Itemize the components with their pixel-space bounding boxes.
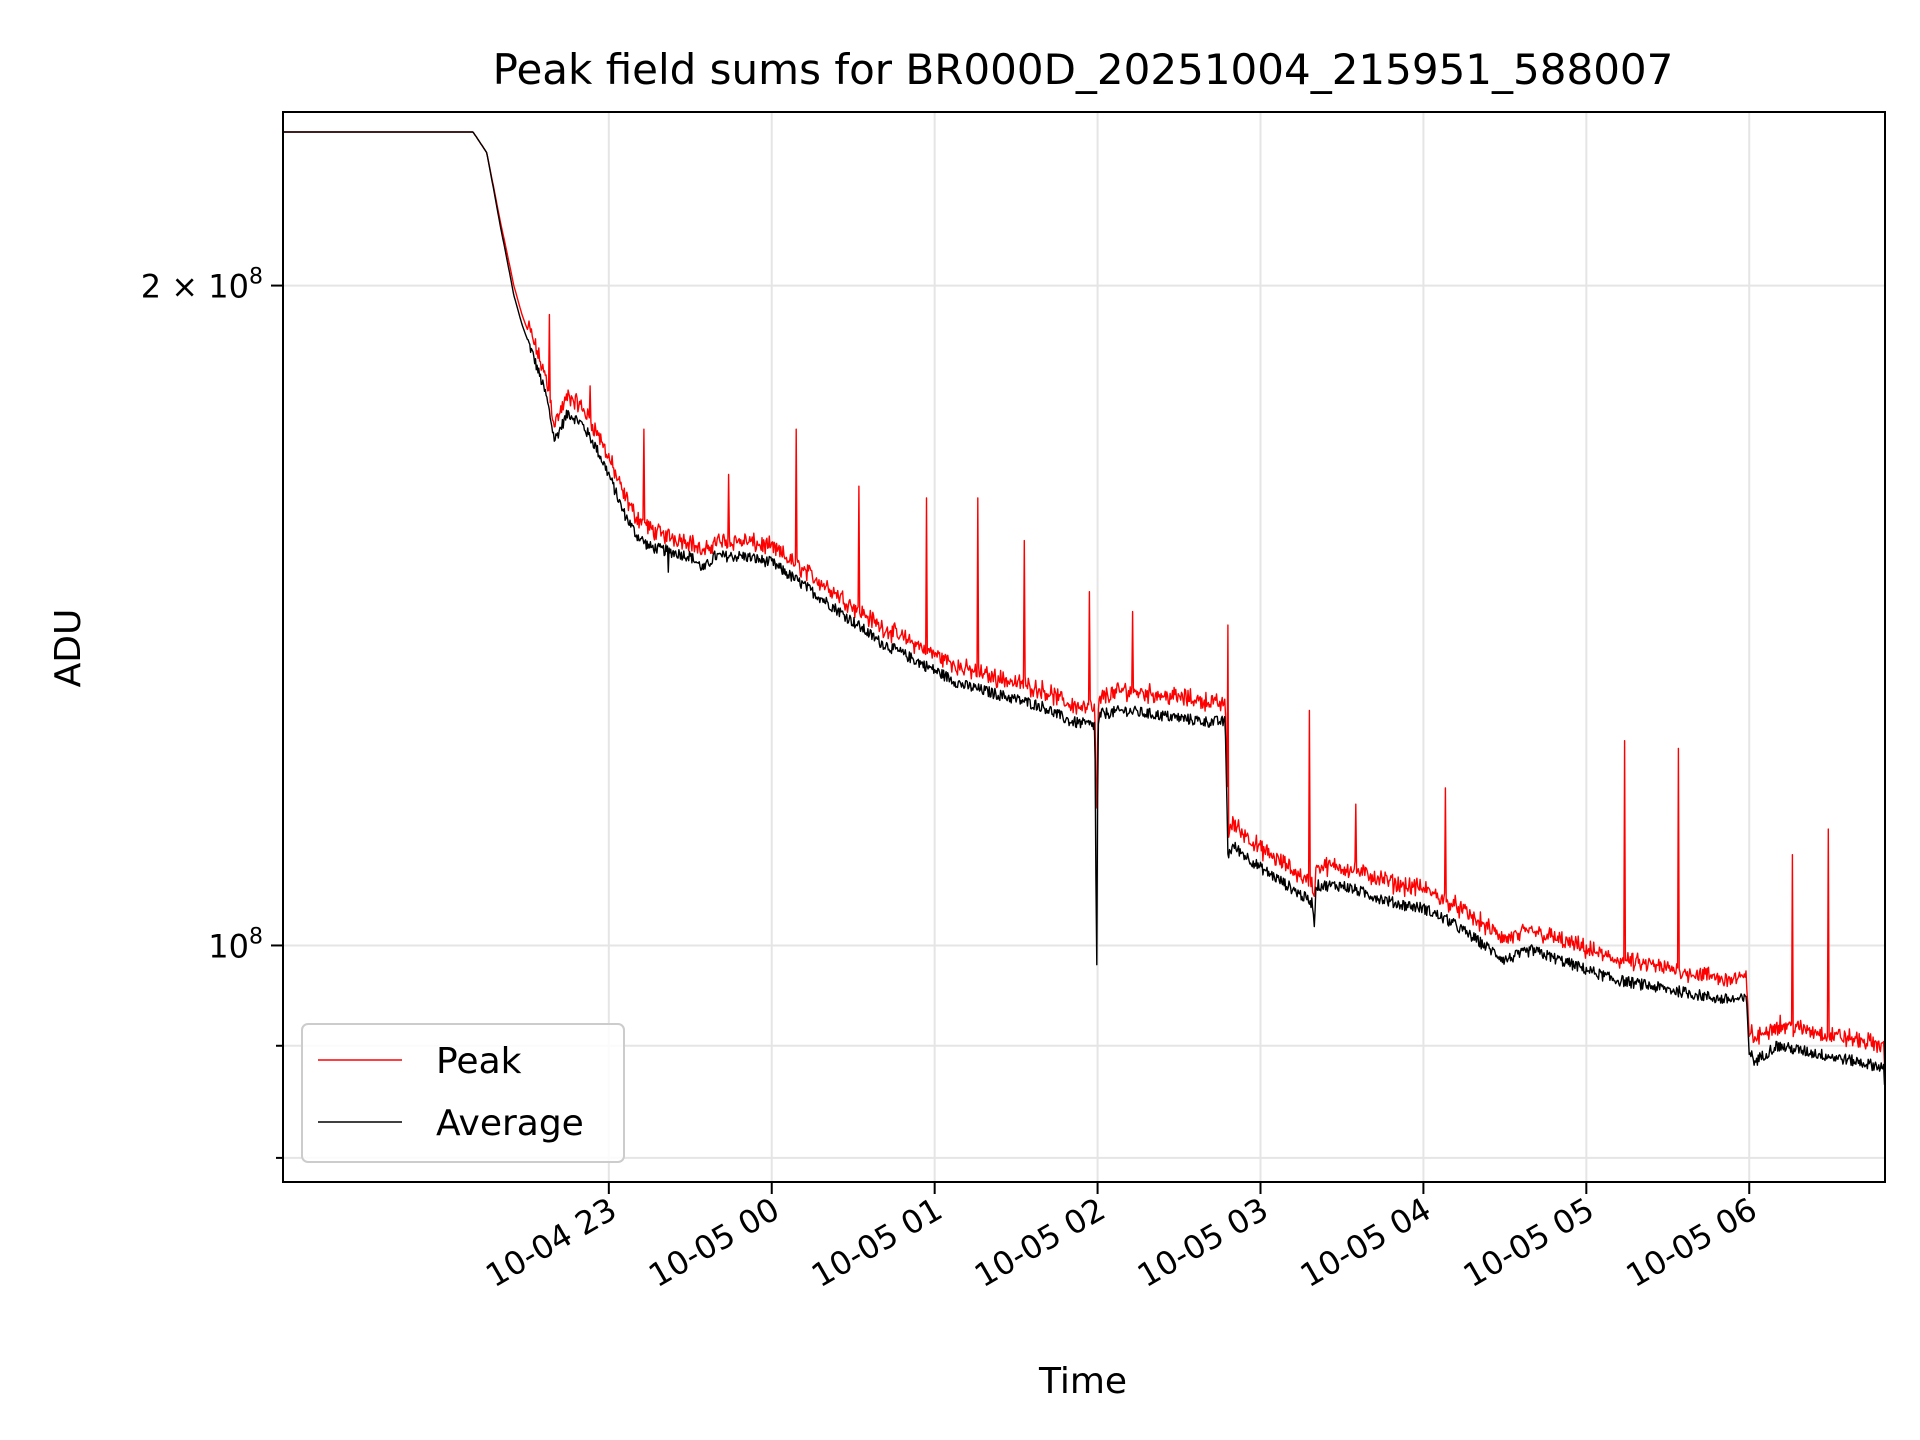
x-axis-label: Time xyxy=(1038,1361,1127,1402)
legend-label-average: Average xyxy=(436,1103,584,1144)
y-axis: 108 2 × 108 xyxy=(141,265,283,1159)
legend-box xyxy=(301,1023,625,1163)
legend: Peak Average xyxy=(301,1023,625,1163)
series-line-average xyxy=(283,131,1885,1085)
y-tick-label: 108 xyxy=(208,924,263,965)
legend-label-peak: Peak xyxy=(436,1041,522,1082)
series-line-peak xyxy=(283,131,1885,1065)
y-tick-label: 2 × 108 xyxy=(141,265,263,306)
plot-frame xyxy=(282,111,1886,1183)
chart-title: Peak field sums for BR000D_20251004_2159… xyxy=(493,45,1674,94)
series-layer xyxy=(283,131,1885,1085)
y-axis-label: ADU xyxy=(48,609,89,688)
